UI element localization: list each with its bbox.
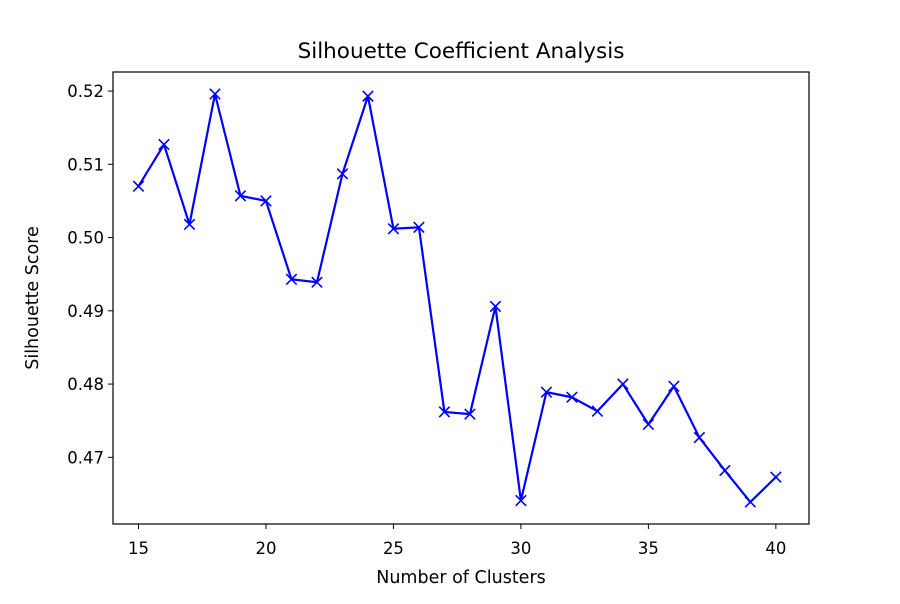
x-tick-label: 25 (383, 539, 404, 558)
data-point-marker (464, 408, 476, 420)
marker-stroke (260, 195, 272, 207)
marker-stroke (770, 471, 782, 483)
y-tick-label: 0.49 (67, 302, 104, 321)
marker-stroke (285, 273, 298, 286)
data-point-marker (285, 273, 298, 286)
marker-stroke (183, 218, 196, 231)
marker-stroke (311, 276, 323, 289)
x-tick-label: 40 (765, 539, 786, 558)
y-tick-label: 0.52 (67, 82, 104, 101)
x-tick-label: 15 (128, 539, 149, 558)
data-point-marker (234, 190, 247, 202)
marker-stroke (591, 405, 604, 417)
marker-stroke (234, 190, 247, 202)
data-point-marker (158, 138, 170, 151)
data-point-marker (719, 464, 731, 477)
x-tick-label: 35 (638, 539, 659, 558)
data-point-marker (668, 380, 680, 393)
data-point-marker (642, 418, 655, 431)
plot-area: 15 20 25 30 35 40 0.47 0.48 0.49 0.50 0.51 0.52 (67, 71, 810, 558)
x-tick-label: 30 (510, 539, 531, 558)
data-point-marker (362, 90, 374, 102)
data-point-marker (744, 496, 757, 508)
data-point-marker (311, 276, 323, 289)
marker-stroke (489, 300, 502, 313)
data-point-marker (413, 221, 425, 234)
marker-stroke (464, 408, 476, 420)
marker-stroke (387, 223, 400, 235)
marker-stroke (413, 221, 425, 234)
data-point-marker (438, 406, 451, 418)
x-axis-label: Number of Clusters (376, 568, 546, 588)
axes-frame (112, 71, 810, 525)
marker-stroke (642, 418, 655, 431)
data-point-marker (617, 378, 629, 390)
marker-stroke (719, 464, 731, 477)
marker-stroke (540, 386, 553, 398)
data-point-marker (566, 391, 578, 404)
y-tick-label: 0.48 (67, 375, 104, 394)
marker-stroke (693, 431, 706, 444)
series-line (136, 92, 778, 504)
data-point-marker (209, 88, 221, 100)
data-point-marker (591, 405, 604, 417)
data-point-marker (515, 494, 527, 507)
marker-stroke (744, 496, 757, 508)
marker-stroke (336, 168, 349, 180)
chart-title: Silhouette Coefficient Analysis (298, 39, 625, 64)
y-axis-label: Silhouette Score (23, 226, 43, 370)
marker-stroke (158, 138, 170, 151)
data-point-marker (489, 300, 502, 313)
x-tick-label: 20 (255, 539, 276, 558)
data-point-marker (260, 195, 272, 207)
marker-stroke (132, 180, 145, 193)
y-tick-label: 0.51 (67, 155, 104, 174)
marker-stroke (566, 391, 578, 404)
data-point-marker (183, 218, 196, 231)
y-tick-label: 0.47 (67, 448, 104, 467)
data-point-marker (132, 180, 145, 193)
marker-stroke (668, 380, 680, 393)
marker-stroke (617, 378, 629, 390)
data-point-marker (336, 168, 349, 180)
y-tick-label: 0.50 (67, 229, 104, 248)
data-point-marker (770, 471, 782, 483)
marker-stroke (362, 90, 374, 102)
marker-stroke (515, 494, 527, 507)
data-point-marker (387, 223, 400, 235)
data-point-marker (693, 431, 706, 444)
data-point-marker (540, 386, 553, 398)
marker-stroke (209, 88, 221, 100)
marker-stroke (438, 406, 451, 418)
